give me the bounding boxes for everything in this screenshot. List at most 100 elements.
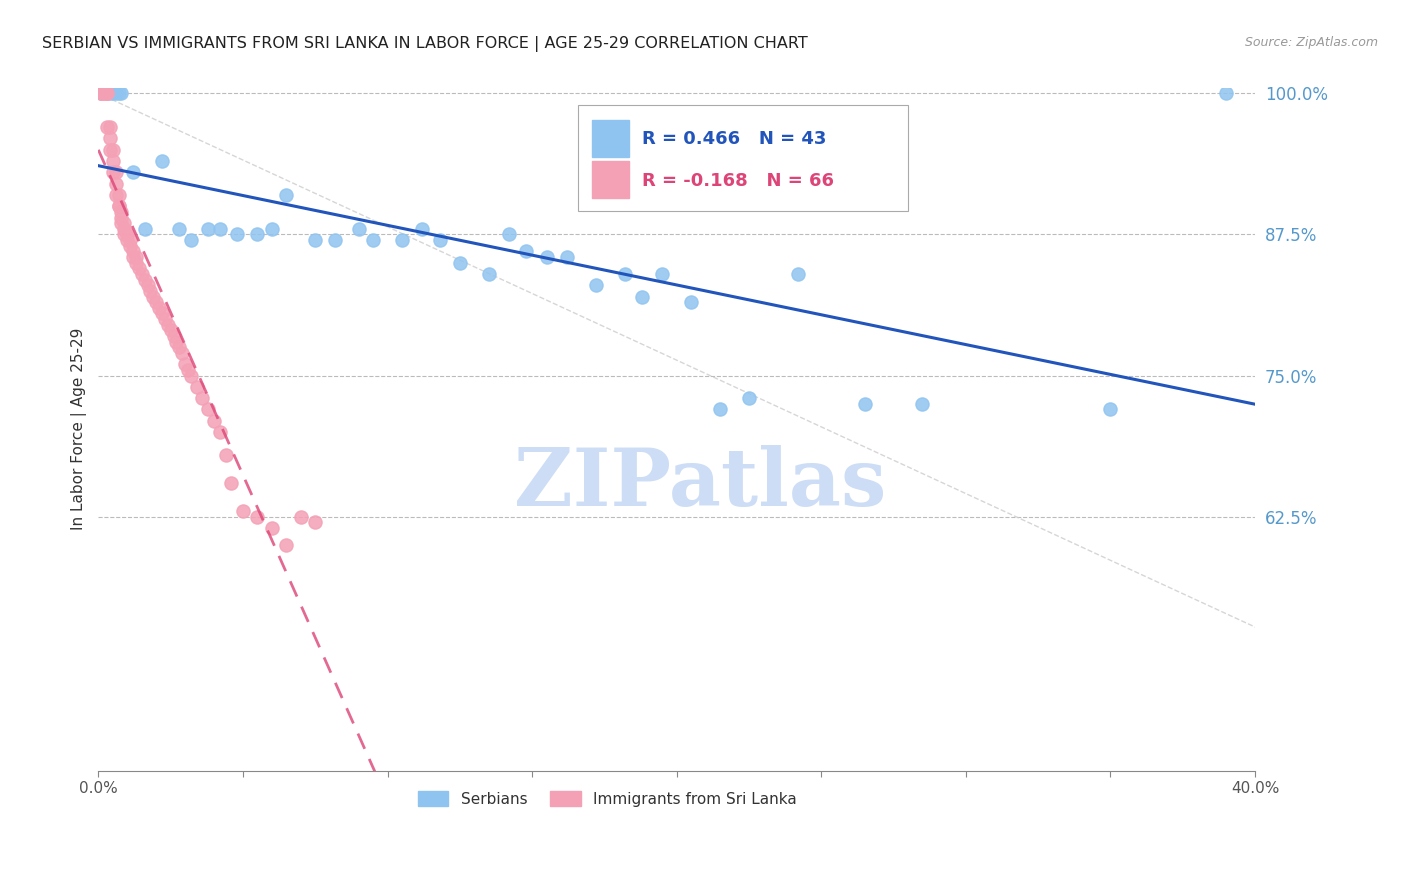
Point (110, 211, 132, 225)
Point (104, 188, 127, 202)
Point (117, 227, 139, 242)
Point (260, 521, 283, 535)
Point (101, 143, 124, 157)
Point (110, 205, 132, 219)
Point (304, 516, 326, 530)
Point (125, 255, 148, 269)
Text: R = -0.168   N = 66: R = -0.168 N = 66 (643, 172, 834, 190)
Point (197, 222, 219, 236)
Point (260, 222, 283, 236)
Point (174, 357, 197, 371)
Point (165, 334, 187, 349)
Point (112, 222, 135, 236)
Point (738, 391, 761, 405)
Point (104, 87, 127, 101)
Point (276, 188, 298, 202)
Point (631, 289, 654, 303)
Point (290, 509, 312, 524)
Point (98, 120, 121, 135)
Point (202, 414, 225, 428)
Point (787, 267, 810, 281)
Point (162, 329, 184, 343)
Point (120, 238, 142, 252)
Point (107, 199, 129, 213)
Point (709, 402, 731, 417)
Point (515, 244, 537, 259)
Point (104, 177, 127, 191)
Point (107, 87, 129, 101)
Point (125, 250, 148, 264)
Point (555, 250, 578, 264)
Point (1215, 87, 1237, 101)
Point (98, 143, 121, 157)
Point (180, 233, 202, 247)
Point (208, 222, 231, 236)
Point (96, 120, 118, 135)
Legend: Serbians, Immigrants from Sri Lanka: Serbians, Immigrants from Sri Lanka (411, 783, 804, 814)
Point (585, 278, 607, 293)
Point (110, 87, 132, 101)
Point (110, 216, 132, 230)
Point (101, 87, 124, 101)
Point (139, 284, 162, 298)
Point (221, 475, 243, 490)
Y-axis label: In Labor Force | Age 25-29: In Labor Force | Age 25-29 (72, 328, 87, 531)
Point (117, 233, 139, 247)
Point (128, 261, 150, 276)
Point (226, 227, 249, 242)
Point (90, 87, 112, 101)
Point (498, 227, 520, 242)
Point (191, 391, 214, 405)
Point (93, 87, 115, 101)
Point (101, 154, 124, 169)
Point (853, 397, 876, 411)
Point (180, 368, 202, 383)
Point (145, 295, 167, 310)
Point (214, 448, 236, 462)
Point (246, 509, 269, 524)
Point (90, 87, 112, 101)
Point (429, 233, 451, 247)
Point (93, 87, 115, 101)
Point (169, 340, 191, 354)
Point (148, 301, 170, 315)
Point (150, 306, 173, 320)
Point (911, 397, 934, 411)
Point (156, 318, 179, 332)
Point (107, 188, 129, 202)
Point (536, 250, 558, 264)
Point (159, 323, 181, 337)
Point (232, 504, 254, 518)
Point (1099, 402, 1122, 417)
Point (142, 289, 165, 303)
Point (411, 222, 433, 236)
Text: Source: ZipAtlas.com: Source: ZipAtlas.com (1244, 36, 1378, 49)
Point (449, 255, 471, 269)
Point (117, 227, 139, 242)
Point (98, 131, 121, 145)
Text: SERBIAN VS IMMIGRANTS FROM SRI LANKA IN LABOR FORCE | AGE 25-29 CORRELATION CHAR: SERBIAN VS IMMIGRANTS FROM SRI LANKA IN … (42, 36, 808, 52)
Point (478, 267, 501, 281)
Point (613, 267, 636, 281)
Point (101, 165, 124, 179)
Point (96, 87, 118, 101)
Point (112, 216, 135, 230)
Point (122, 244, 145, 259)
Point (96, 87, 118, 101)
Point (122, 250, 145, 264)
Point (120, 233, 142, 247)
Text: R = 0.466   N = 43: R = 0.466 N = 43 (643, 130, 827, 148)
Point (107, 199, 129, 213)
Point (169, 222, 191, 236)
Bar (592, 161, 630, 198)
Point (681, 295, 703, 310)
Point (122, 165, 145, 179)
Point (150, 154, 173, 169)
Point (153, 312, 176, 326)
Point (136, 278, 159, 293)
Point (134, 272, 156, 286)
Point (186, 380, 208, 394)
Point (276, 538, 298, 552)
Point (304, 233, 326, 247)
Point (177, 363, 200, 377)
